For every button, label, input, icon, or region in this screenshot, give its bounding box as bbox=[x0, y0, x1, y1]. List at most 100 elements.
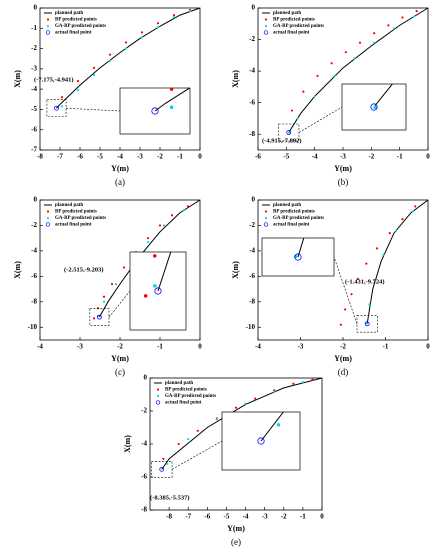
predicted-point bbox=[339, 323, 342, 326]
final-point bbox=[154, 287, 162, 295]
predicted-point bbox=[316, 74, 319, 77]
x-tick-label: -6 bbox=[255, 153, 261, 161]
predicted-point bbox=[356, 277, 359, 281]
y-tick-label: 0 bbox=[34, 4, 38, 12]
legend-label: actual final point bbox=[55, 31, 92, 36]
predicted-point bbox=[292, 382, 295, 385]
final-point bbox=[97, 314, 102, 320]
inset bbox=[370, 77, 399, 111]
y-tick-label: -1 bbox=[31, 24, 37, 32]
legend-swatch bbox=[264, 216, 268, 220]
x-tick-label: -1 bbox=[177, 153, 183, 161]
predicted-point bbox=[401, 217, 404, 221]
legend-label: GA-BP predicted points bbox=[55, 216, 106, 221]
x-tick-label: -7 bbox=[57, 153, 63, 161]
x-tick-label: -4 bbox=[255, 343, 261, 351]
caption: (c) bbox=[115, 367, 125, 377]
legend-swatch bbox=[155, 400, 161, 405]
y-tick-label: -8 bbox=[249, 130, 255, 138]
predicted-point bbox=[373, 279, 376, 282]
predicted-point bbox=[319, 188, 323, 192]
predicted-point bbox=[76, 79, 80, 83]
legend-label: GA-BP predicted points bbox=[273, 24, 324, 29]
predicted-point bbox=[294, 162, 298, 166]
y-tick-label: -8 bbox=[249, 297, 255, 305]
y-tick-label: -6 bbox=[249, 272, 255, 280]
predicted-point bbox=[365, 262, 368, 265]
y-tick-label: 0 bbox=[34, 196, 38, 204]
predicted-point bbox=[124, 41, 128, 44]
predicted-point bbox=[244, 402, 247, 405]
y-tick-label: -4 bbox=[249, 247, 255, 255]
planned-path bbox=[154, 88, 190, 112]
x-tick-label: -5 bbox=[97, 153, 103, 161]
predicted-point bbox=[412, 210, 415, 213]
inset bbox=[269, 139, 329, 261]
predicted-point bbox=[395, 77, 399, 81]
x-tick-label: -8 bbox=[166, 513, 172, 521]
planned-path bbox=[366, 199, 429, 324]
y-tick-label: 0 bbox=[252, 4, 256, 12]
predicted-point bbox=[146, 237, 150, 240]
legend-label: actual final point bbox=[55, 223, 92, 228]
zoom-box bbox=[356, 315, 378, 333]
x-tick-label: -6 bbox=[204, 513, 210, 521]
predicted-point bbox=[296, 117, 299, 120]
predicted-point bbox=[273, 389, 276, 392]
legend-label: actual final point bbox=[273, 223, 310, 228]
predicted-point bbox=[92, 73, 96, 77]
predicted-point bbox=[188, 9, 192, 13]
x-tick-label: -1 bbox=[397, 153, 403, 161]
y-tick-label: -6 bbox=[31, 125, 37, 133]
x-tick-label: -1 bbox=[383, 343, 389, 351]
x-tick-label: -5 bbox=[224, 513, 230, 521]
predicted-point bbox=[311, 378, 314, 381]
predicted-point bbox=[167, 209, 171, 213]
predicted-point bbox=[412, 15, 415, 18]
x-tick-label: -1 bbox=[300, 513, 306, 521]
x-tick-label: -2 bbox=[157, 153, 163, 161]
predicted-point bbox=[146, 240, 150, 244]
predicted-point bbox=[288, 131, 291, 134]
predicted-point bbox=[102, 295, 106, 298]
predicted-point bbox=[153, 284, 157, 288]
predicted-point bbox=[60, 96, 64, 99]
predicted-point bbox=[169, 88, 174, 91]
predicted-point bbox=[301, 381, 304, 384]
y-tick-label: -5 bbox=[31, 105, 37, 113]
x-tick-label: -4 bbox=[243, 513, 249, 521]
predicted-point bbox=[186, 205, 190, 208]
predicted-point bbox=[353, 57, 356, 60]
predicted-point bbox=[170, 214, 174, 217]
predicted-point bbox=[373, 32, 376, 35]
predicted-point bbox=[172, 13, 176, 17]
legend-label: planned path bbox=[273, 203, 301, 208]
predicted-point bbox=[76, 89, 80, 92]
y-tick-label: -6 bbox=[141, 473, 147, 481]
predicted-point bbox=[92, 317, 96, 320]
predicted-point bbox=[313, 366, 317, 370]
predicted-point bbox=[325, 139, 329, 143]
x-tick-label: 0 bbox=[198, 343, 202, 351]
predicted-point bbox=[395, 229, 398, 232]
x-axis-label: Y(m) bbox=[334, 164, 352, 173]
y-tick-label: -4 bbox=[141, 440, 147, 448]
y-tick-label: 0 bbox=[144, 374, 148, 382]
legend-label: planned path bbox=[165, 381, 193, 386]
legend-label: GA-BP predicted points bbox=[273, 216, 324, 221]
predicted-point bbox=[267, 29, 271, 33]
legend-label: planned path bbox=[55, 203, 83, 208]
zoom-box bbox=[278, 123, 300, 142]
predicted-point bbox=[269, 186, 273, 190]
legend-label: BP predicted points bbox=[273, 18, 315, 23]
legend-swatch bbox=[46, 216, 50, 220]
predicted-point bbox=[415, 10, 418, 13]
x-tick-label: 0 bbox=[320, 513, 324, 521]
predicted-point bbox=[373, 41, 376, 44]
legend-label: GA-BP predicted points bbox=[55, 24, 106, 29]
predicted-point bbox=[401, 16, 404, 19]
y-tick-label: 0 bbox=[252, 196, 256, 204]
y-tick-label: -2 bbox=[31, 221, 37, 229]
legend-label: BP predicted points bbox=[273, 210, 315, 215]
